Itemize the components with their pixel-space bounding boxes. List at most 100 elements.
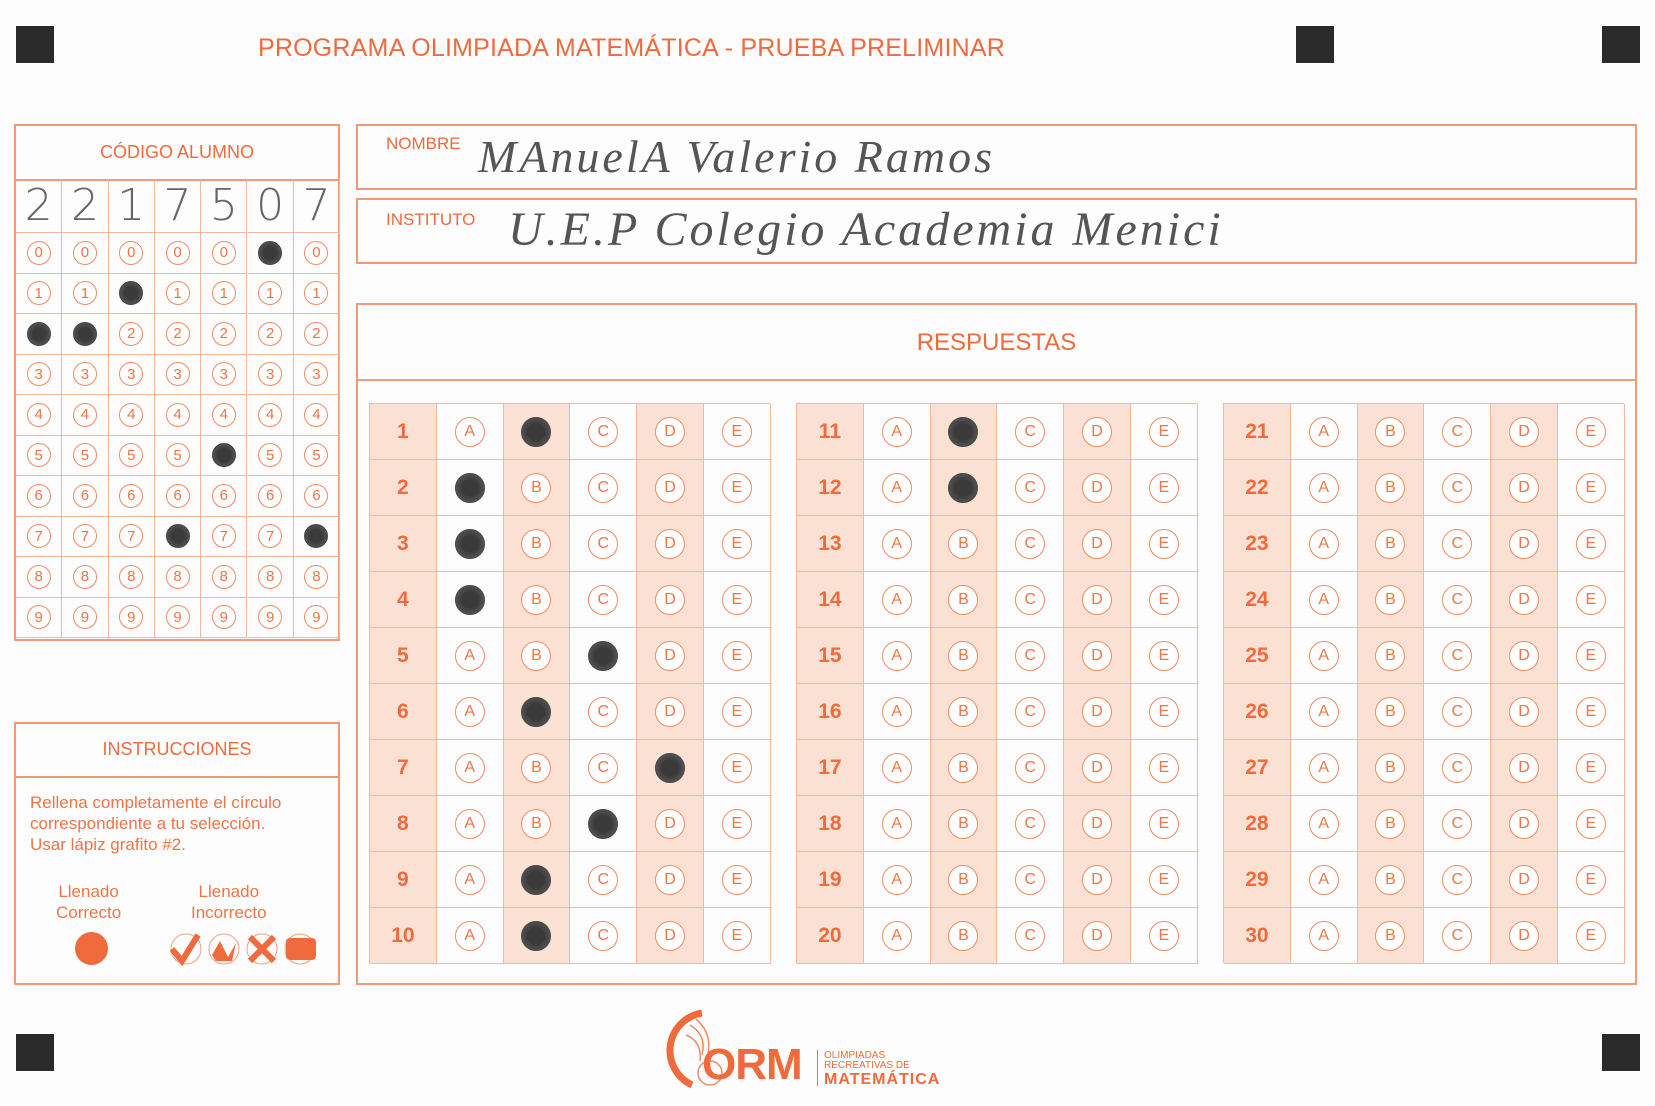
option-bubble-d[interactable]: D [655,752,686,783]
code-bubble-9[interactable]: 9 [258,605,283,630]
code-bubble-0[interactable]: 0 [165,240,190,265]
code-bubble-5[interactable]: 5 [304,443,329,468]
code-bubble-5[interactable]: 5 [165,443,190,468]
code-bubble-5[interactable]: 5 [211,443,236,468]
code-bubble-7[interactable]: 7 [119,524,144,549]
option-bubble-a[interactable]: A [881,808,912,839]
code-bubble-2[interactable]: 2 [119,321,144,346]
option-bubble-b[interactable]: B [521,696,552,727]
option-bubble-e[interactable]: E [1148,920,1179,951]
option-bubble-b[interactable]: B [521,528,552,559]
code-bubble-9[interactable]: 9 [119,605,144,630]
option-bubble-e[interactable]: E [1148,752,1179,783]
code-bubble-3[interactable]: 3 [258,362,283,387]
option-bubble-b[interactable]: B [1375,640,1406,671]
option-bubble-e[interactable]: E [1575,472,1606,503]
option-bubble-b[interactable]: B [521,416,552,447]
code-bubble-9[interactable]: 9 [72,605,97,630]
option-bubble-a[interactable]: A [454,472,485,503]
option-bubble-d[interactable]: D [1509,640,1540,671]
option-bubble-c[interactable]: C [588,528,619,559]
code-bubble-7[interactable]: 7 [165,524,190,549]
code-bubble-8[interactable]: 8 [119,564,144,589]
option-bubble-e[interactable]: E [1148,640,1179,671]
option-bubble-e[interactable]: E [1575,808,1606,839]
option-bubble-a[interactable]: A [1308,584,1339,615]
option-bubble-e[interactable]: E [1575,696,1606,727]
option-bubble-b[interactable]: B [1375,584,1406,615]
option-bubble-c[interactable]: C [1442,584,1473,615]
code-bubble-2[interactable]: 2 [165,321,190,346]
option-bubble-c[interactable]: C [1015,528,1046,559]
code-bubble-1[interactable]: 1 [72,281,97,306]
option-bubble-e[interactable]: E [721,528,752,559]
option-bubble-e[interactable]: E [721,472,752,503]
code-bubble-7[interactable]: 7 [26,524,51,549]
option-bubble-e[interactable]: E [1148,416,1179,447]
option-bubble-c[interactable]: C [588,584,619,615]
code-bubble-1[interactable]: 1 [258,281,283,306]
option-bubble-b[interactable]: B [948,640,979,671]
code-bubble-9[interactable]: 9 [304,605,329,630]
option-bubble-c[interactable]: C [588,416,619,447]
code-bubble-3[interactable]: 3 [26,362,51,387]
option-bubble-c[interactable]: C [1015,416,1046,447]
option-bubble-e[interactable]: E [1575,864,1606,895]
code-bubble-9[interactable]: 9 [211,605,236,630]
option-bubble-d[interactable]: D [1082,416,1113,447]
option-bubble-d[interactable]: D [1082,808,1113,839]
option-bubble-d[interactable]: D [655,416,686,447]
institute-field[interactable]: INSTITUTO U.E.P Colegio Academia Menici [356,198,1637,264]
option-bubble-c[interactable]: C [1442,528,1473,559]
option-bubble-d[interactable]: D [1509,752,1540,783]
code-bubble-8[interactable]: 8 [258,564,283,589]
code-bubble-4[interactable]: 4 [165,402,190,427]
code-bubble-5[interactable]: 5 [258,443,283,468]
option-bubble-b[interactable]: B [948,528,979,559]
option-bubble-c[interactable]: C [1015,920,1046,951]
option-bubble-b[interactable]: B [1375,920,1406,951]
code-bubble-4[interactable]: 4 [211,402,236,427]
option-bubble-e[interactable]: E [1575,752,1606,783]
option-bubble-d[interactable]: D [655,528,686,559]
option-bubble-d[interactable]: D [1082,696,1113,727]
option-bubble-b[interactable]: B [948,416,979,447]
option-bubble-c[interactable]: C [1442,920,1473,951]
option-bubble-c[interactable]: C [1442,640,1473,671]
code-handwritten-digit[interactable]: 2 [16,179,63,233]
option-bubble-d[interactable]: D [1082,640,1113,671]
option-bubble-e[interactable]: E [721,584,752,615]
option-bubble-d[interactable]: D [655,864,686,895]
code-bubble-4[interactable]: 4 [119,402,144,427]
option-bubble-e[interactable]: E [1148,808,1179,839]
code-bubble-7[interactable]: 7 [211,524,236,549]
code-bubble-1[interactable]: 1 [119,281,144,306]
code-bubble-5[interactable]: 5 [72,443,97,468]
code-bubble-3[interactable]: 3 [72,362,97,387]
option-bubble-a[interactable]: A [1308,696,1339,727]
option-bubble-b[interactable]: B [521,864,552,895]
option-bubble-d[interactable]: D [1509,584,1540,615]
option-bubble-a[interactable]: A [881,472,912,503]
option-bubble-c[interactable]: C [588,472,619,503]
option-bubble-a[interactable]: A [454,584,485,615]
option-bubble-b[interactable]: B [521,640,552,671]
option-bubble-c[interactable]: C [1015,808,1046,839]
code-bubble-1[interactable]: 1 [211,281,236,306]
option-bubble-b[interactable]: B [1375,696,1406,727]
code-bubble-9[interactable]: 9 [165,605,190,630]
code-bubble-8[interactable]: 8 [165,564,190,589]
option-bubble-b[interactable]: B [521,808,552,839]
option-bubble-a[interactable]: A [881,752,912,783]
option-bubble-c[interactable]: C [588,640,619,671]
code-bubble-6[interactable]: 6 [258,483,283,508]
code-bubble-7[interactable]: 7 [72,524,97,549]
option-bubble-d[interactable]: D [1082,584,1113,615]
option-bubble-a[interactable]: A [881,640,912,671]
option-bubble-e[interactable]: E [721,416,752,447]
code-bubble-6[interactable]: 6 [26,483,51,508]
option-bubble-d[interactable]: D [1082,920,1113,951]
option-bubble-d[interactable]: D [1509,416,1540,447]
option-bubble-d[interactable]: D [655,808,686,839]
option-bubble-a[interactable]: A [454,808,485,839]
